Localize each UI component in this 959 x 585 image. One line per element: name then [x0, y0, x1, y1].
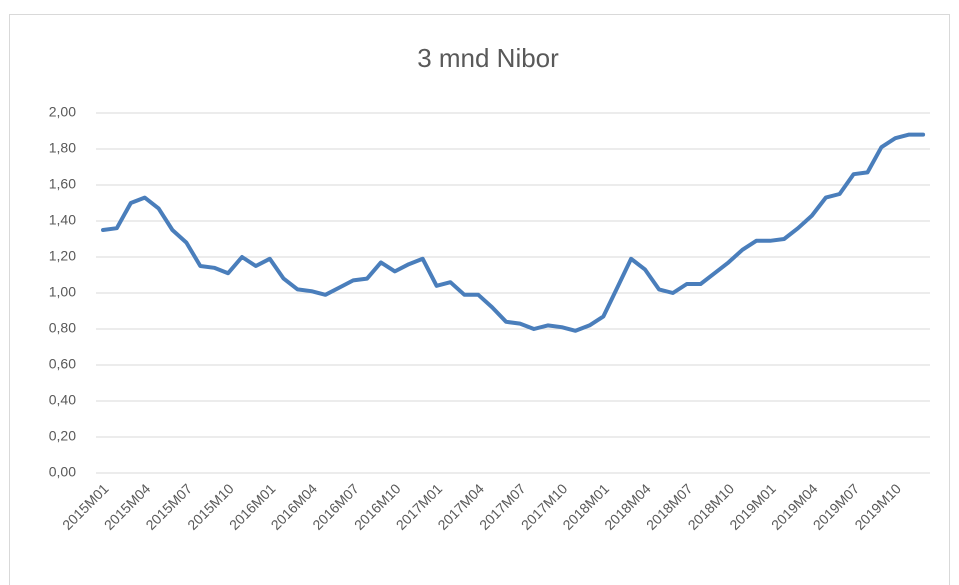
- y-tick-label: 0,80: [49, 320, 76, 336]
- chart-frame: [9, 14, 950, 585]
- y-tick-label: 0,60: [49, 356, 76, 372]
- y-tick-label: 1,40: [49, 212, 76, 228]
- y-tick-label: 0,40: [49, 392, 76, 408]
- y-tick-label: 2,00: [49, 104, 76, 120]
- y-tick-label: 1,80: [49, 140, 76, 156]
- line: [101, 132, 926, 333]
- y-tick-label: 1,20: [49, 248, 76, 264]
- chart-title: 3 mnd Nibor: [417, 43, 559, 73]
- y-tick-label: 1,60: [49, 176, 76, 192]
- y-tick-label: 0,20: [49, 428, 76, 444]
- y-tick-label: 0,00: [49, 464, 76, 480]
- y-tick-label: 1,00: [49, 284, 76, 300]
